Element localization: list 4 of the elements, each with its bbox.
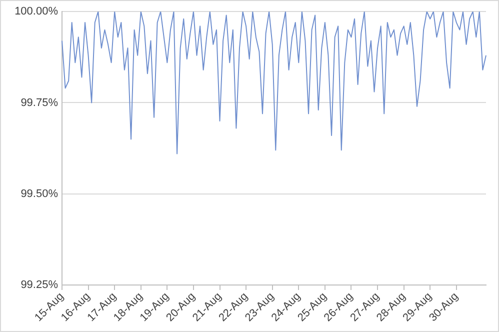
y-tick-label: 99.50% [20,188,58,200]
y-tick-label: 99.25% [20,279,58,292]
y-tick-label: 99.75% [20,96,58,109]
y-tick-label: 100.00% [14,6,58,18]
